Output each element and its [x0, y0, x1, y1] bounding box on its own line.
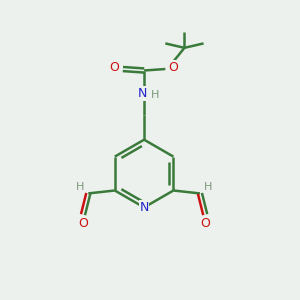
Text: H: H	[204, 182, 212, 192]
Text: H: H	[151, 90, 160, 100]
Text: O: O	[110, 61, 120, 74]
Text: N: N	[140, 201, 149, 214]
Text: O: O	[78, 217, 88, 230]
Text: O: O	[169, 61, 178, 74]
Text: O: O	[200, 217, 210, 230]
Text: N: N	[137, 87, 147, 100]
Text: H: H	[76, 182, 84, 192]
